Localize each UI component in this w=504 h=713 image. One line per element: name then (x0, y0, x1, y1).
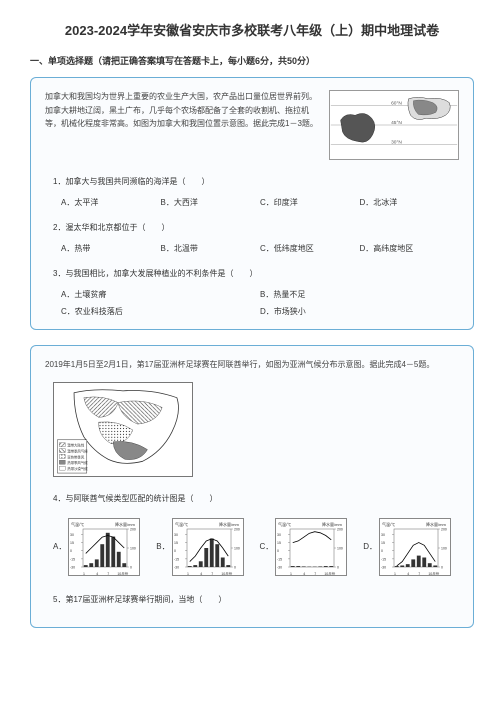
svg-text:-15: -15 (277, 557, 282, 561)
svg-text:4: 4 (303, 572, 305, 576)
svg-text:7: 7 (211, 572, 213, 576)
q3-option-d[interactable]: D．市场狭小 (260, 306, 459, 317)
svg-text:-30: -30 (381, 565, 386, 569)
asia-climate-map: 温带大陆性 温带季风气候 亚热带季风 热带季风气候 热带沙漠气候 (53, 382, 193, 479)
question-4: 4．与阿联酋气候类型匹配的统计图是（ ） (45, 493, 459, 504)
svg-text:0: 0 (381, 549, 383, 553)
svg-text:亚热带季风: 亚热带季风 (67, 454, 85, 459)
svg-text:气温/℃: 气温/℃ (175, 521, 188, 527)
svg-text:-15: -15 (70, 557, 75, 561)
q3-options: A．土壤贫瘠 B．热量不足 C．农业科技落后 D．市场狭小 (45, 289, 459, 317)
q3-option-a[interactable]: A．土壤贫瘠 (61, 289, 260, 300)
svg-text:-30: -30 (277, 565, 282, 569)
svg-text:-15: -15 (381, 557, 386, 561)
svg-text:15: 15 (381, 541, 385, 545)
svg-text:1: 1 (83, 572, 85, 576)
svg-text:气温/℃: 气温/℃ (278, 521, 291, 527)
svg-text:200: 200 (441, 527, 447, 531)
q2-options: A．热带 B．北温带 C．低纬度地区 D．高纬度地区 (45, 243, 459, 254)
svg-text:7: 7 (108, 572, 110, 576)
svg-text:10月份: 10月份 (325, 571, 336, 576)
svg-text:-15: -15 (174, 557, 179, 561)
svg-text:200: 200 (130, 527, 136, 531)
q1-option-a[interactable]: A．太平洋 (61, 197, 161, 208)
svg-text:10月份: 10月份 (221, 571, 232, 576)
exam-title: 2023-2024学年安徽省安庆市多校联考八年级（上）期中地理试卷 (30, 20, 474, 39)
svg-text:气温/℃: 气温/℃ (71, 521, 84, 527)
q4-option-b[interactable]: B． 气温/℃降水量/mm-30-1501530010020014710月份 (156, 518, 243, 576)
svg-text:0: 0 (130, 565, 132, 569)
q2-option-d[interactable]: D．高纬度地区 (360, 243, 460, 254)
svg-text:0: 0 (277, 549, 279, 553)
svg-text:10月份: 10月份 (428, 571, 439, 576)
svg-text:100: 100 (441, 546, 447, 550)
svg-text:0: 0 (234, 565, 236, 569)
q1-option-b[interactable]: B．大西洋 (161, 197, 261, 208)
q1-options: A．太平洋 B．大西洋 C．印度洋 D．北冰洋 (45, 197, 459, 208)
svg-text:7: 7 (418, 572, 420, 576)
svg-text:200: 200 (337, 527, 343, 531)
svg-text:降水量/mm: 降水量/mm (426, 521, 446, 527)
svg-text:1: 1 (394, 572, 396, 576)
svg-text:10月份: 10月份 (118, 571, 129, 576)
question-2: 2．渥太华和北京都位于（ ） (45, 222, 459, 233)
question-5: 5．第17届亚洲杯足球赛举行期间，当地（ ） (45, 594, 459, 605)
q4-option-a[interactable]: A． 气温/℃降水量/mm-30-1501530010020014710月份 (53, 518, 140, 576)
svg-text:0: 0 (441, 565, 443, 569)
svg-text:热带沙漠气候: 热带沙漠气候 (67, 466, 88, 471)
svg-text:100: 100 (337, 546, 343, 550)
map-canada-china: 60°N 45°N 30°N (329, 90, 459, 162)
q4-option-c[interactable]: C． 气温/℃降水量/mm-30-1501530010020014710月份 (260, 518, 348, 576)
svg-text:4: 4 (97, 572, 99, 576)
svg-text:1: 1 (290, 572, 292, 576)
svg-text:0: 0 (70, 549, 72, 553)
svg-text:15: 15 (70, 541, 74, 545)
svg-text:200: 200 (234, 527, 240, 531)
svg-text:7: 7 (314, 572, 316, 576)
section-header: 一、单项选择题（请把正确答案填写在答题卡上，每小题6分，共50分） (30, 54, 474, 67)
svg-text:0: 0 (337, 565, 339, 569)
svg-text:温带大陆性: 温带大陆性 (67, 442, 85, 447)
svg-text:30: 30 (381, 533, 385, 537)
q1-option-d[interactable]: D．北冰洋 (360, 197, 460, 208)
svg-text:-30: -30 (70, 565, 75, 569)
question-block-2: 2019年1月5日至2月1日，第17届亚洲杯足球赛在阿联酋举行，如图为亚洲气候分… (30, 345, 474, 628)
svg-text:15: 15 (277, 541, 281, 545)
q4-options: A． 气温/℃降水量/mm-30-1501530010020014710月份 B… (45, 514, 459, 580)
question-3: 3．与我国相比，加拿大发展种植业的不利条件是（ ） (45, 268, 459, 279)
passage-2: 2019年1月5日至2月1日，第17届亚洲杯足球赛在阿联酋举行，如图为亚洲气候分… (45, 358, 459, 372)
svg-text:降水量/mm: 降水量/mm (322, 521, 342, 527)
svg-text:30: 30 (277, 533, 281, 537)
svg-text:1: 1 (187, 572, 189, 576)
svg-text:30°N: 30°N (391, 139, 402, 145)
q2-option-a[interactable]: A．热带 (61, 243, 161, 254)
svg-text:气温/℃: 气温/℃ (382, 521, 395, 527)
svg-text:45°N: 45°N (391, 120, 402, 126)
q3-option-b[interactable]: B．热量不足 (260, 289, 459, 300)
q3-option-c[interactable]: C．农业科技落后 (61, 306, 260, 317)
svg-text:温带季风气候: 温带季风气候 (67, 448, 88, 453)
svg-text:4: 4 (200, 572, 202, 576)
q1-option-c[interactable]: C．印度洋 (260, 197, 360, 208)
svg-text:4: 4 (407, 572, 409, 576)
question-1: 1．加拿大与我国共同濒临的海洋是（ ） (45, 176, 459, 187)
question-block-1: 加拿大和我国均为世界上重要的农业生产大国，农产品出口量位居世界前列。加拿大耕地辽… (30, 77, 474, 330)
svg-text:热带季风气候: 热带季风气候 (67, 460, 88, 465)
passage-1: 加拿大和我国均为世界上重要的农业生产大国，农产品出口量位居世界前列。加拿大耕地辽… (45, 90, 319, 131)
q2-option-c[interactable]: C．低纬度地区 (260, 243, 360, 254)
svg-text:30: 30 (174, 533, 178, 537)
svg-text:100: 100 (234, 546, 240, 550)
svg-text:15: 15 (174, 541, 178, 545)
q2-option-b[interactable]: B．北温带 (161, 243, 261, 254)
svg-text:降水量/mm: 降水量/mm (219, 521, 239, 527)
svg-text:降水量/mm: 降水量/mm (115, 521, 135, 527)
q4-option-d[interactable]: D． 气温/℃降水量/mm-30-1501530010020014710月份 (363, 518, 451, 576)
svg-text:60°N: 60°N (391, 101, 402, 107)
svg-text:30: 30 (70, 533, 74, 537)
svg-text:-30: -30 (174, 565, 179, 569)
svg-text:100: 100 (130, 546, 136, 550)
svg-text:0: 0 (174, 549, 176, 553)
